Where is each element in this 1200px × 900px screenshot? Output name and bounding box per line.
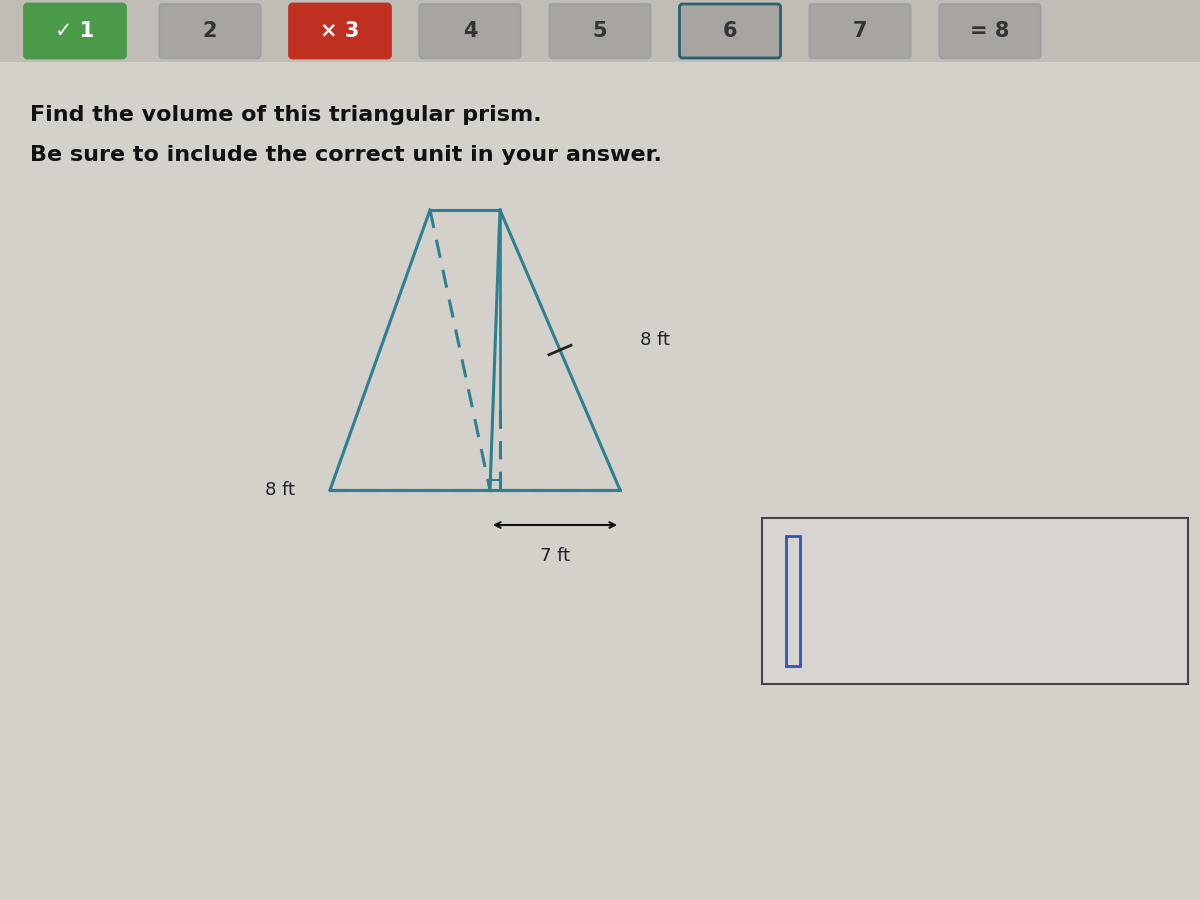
Bar bbox=[786, 536, 800, 666]
Text: Be sure to include the correct unit in your answer.: Be sure to include the correct unit in y… bbox=[30, 145, 662, 165]
FancyBboxPatch shape bbox=[940, 4, 1040, 58]
Text: Find the volume of this triangular prism.: Find the volume of this triangular prism… bbox=[30, 105, 541, 125]
FancyBboxPatch shape bbox=[679, 4, 780, 58]
Text: 7 ft: 7 ft bbox=[540, 547, 570, 565]
FancyBboxPatch shape bbox=[810, 4, 911, 58]
Text: 8 ft: 8 ft bbox=[640, 331, 670, 349]
Text: 5: 5 bbox=[593, 21, 607, 41]
FancyBboxPatch shape bbox=[550, 4, 650, 58]
FancyBboxPatch shape bbox=[289, 4, 390, 58]
Bar bbox=[762, 518, 1188, 684]
FancyBboxPatch shape bbox=[420, 4, 521, 58]
Text: ✓ 1: ✓ 1 bbox=[55, 21, 95, 41]
Text: 7: 7 bbox=[853, 21, 868, 41]
FancyBboxPatch shape bbox=[24, 4, 126, 58]
Text: 6: 6 bbox=[722, 21, 737, 41]
Bar bbox=[0, 0, 1200, 62]
Text: 2: 2 bbox=[203, 21, 217, 41]
Text: × 3: × 3 bbox=[320, 21, 360, 41]
FancyBboxPatch shape bbox=[160, 4, 260, 58]
Text: 4: 4 bbox=[463, 21, 478, 41]
Text: = 8: = 8 bbox=[971, 21, 1009, 41]
Text: 8 ft: 8 ft bbox=[265, 481, 295, 499]
